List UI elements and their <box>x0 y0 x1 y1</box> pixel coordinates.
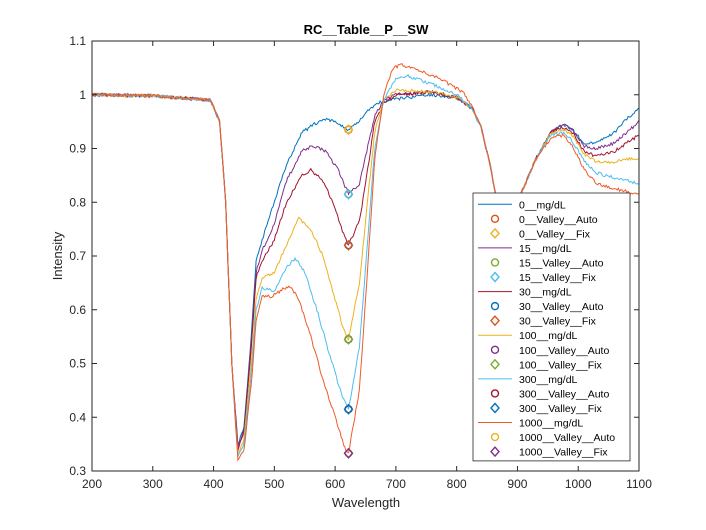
x-tick-label: 300 <box>143 477 163 491</box>
marker-100-valley-fix <box>343 333 354 345</box>
y-tick-label: 0.6 <box>69 303 86 317</box>
legend-label: 300__Valley__Auto <box>519 388 609 400</box>
legend-item-1000-valley-fix: 1000__Valley__Fix <box>490 446 608 459</box>
legend-item-15-valley-auto: 15__Valley__Auto <box>490 257 604 269</box>
legend-label: 15__Valley__Auto <box>519 257 604 269</box>
legend-label: 1000__Valley__Fix <box>519 447 608 459</box>
marker-15-valley-fix <box>343 188 354 200</box>
x-tick-label: 600 <box>325 477 345 491</box>
legend-swatch-circle <box>490 432 500 442</box>
legend-label: 30__mg/dL <box>519 287 572 299</box>
legend-item-300-valley-fix: 300__Valley__Fix <box>490 402 602 415</box>
y-tick-label: 0.3 <box>69 464 86 478</box>
tick-layer: 200 300 400 500 600 700 800 900 1000 1100 0.3 0.4 0.… <box>69 34 652 491</box>
chart-title: RC__Table__P__SW <box>304 22 429 37</box>
legend-label: 1000__mg/dL <box>519 418 583 430</box>
marker-0-valley-fix <box>343 124 354 136</box>
marker-layer <box>343 124 354 459</box>
x-tick-label: 200 <box>82 477 102 491</box>
legend-swatch-circle <box>490 258 500 267</box>
legend-label: 300__Valley__Fix <box>519 403 602 415</box>
legend-label: 100__Valley__Auto <box>519 345 609 357</box>
legend-label: 300__mg/dL <box>519 374 578 386</box>
y-tick-label: 0.8 <box>69 195 86 209</box>
x-tick-label: 800 <box>447 477 467 491</box>
x-tick-label: 700 <box>386 477 406 491</box>
legend-item-30-mg-dl: 30__mg/dL <box>478 287 572 299</box>
x-tick-label: 1000 <box>565 477 592 491</box>
marker-1000-valley-fix <box>343 447 354 459</box>
legend: 0__mg/dL 0__Valley__Auto 0__Valley__Fix 15_… <box>472 192 631 462</box>
legend-label: 0__Valley__Fix <box>519 228 591 240</box>
legend-label: 0__Valley__Auto <box>519 214 598 226</box>
legend-item-15-valley-fix: 15__Valley__Fix <box>490 271 597 284</box>
series-line-100-mg-dl <box>91 88 639 456</box>
marker-30-valley-fix <box>343 239 354 251</box>
legend-item-15-mg-dl: 15__mg/dL <box>478 243 572 255</box>
y-tick-label: 1.1 <box>69 34 86 48</box>
legend-swatch-diamond <box>490 446 500 458</box>
x-axis-label: Wavelength <box>332 495 400 510</box>
y-tick-label: 0.7 <box>69 249 86 263</box>
legend-item-1000-valley-auto: 1000__Valley__Auto <box>490 432 615 444</box>
x-tick-label: 900 <box>507 477 527 491</box>
legend-item-100-mg-dl: 100__mg/dL <box>478 330 578 342</box>
legend-item-0-mg-dl: 0__mg/dL <box>478 199 566 211</box>
legend-item-30-valley-auto: 30__Valley__Auto <box>490 301 604 313</box>
y-tick-label: 1 <box>79 88 86 102</box>
legend-swatch-diamond <box>490 315 500 327</box>
legend-label: 15__Valley__Fix <box>519 272 597 284</box>
legend-item-100-valley-fix: 100__Valley__Fix <box>490 358 602 371</box>
legend-label: 30__Valley__Auto <box>519 301 604 313</box>
series-layer <box>91 63 640 462</box>
legend-item-300-valley-auto: 300__Valley__Auto <box>490 388 609 400</box>
legend-swatch-diamond <box>490 271 500 283</box>
legend-swatch-diamond <box>490 358 500 370</box>
legend-label: 100__mg/dL <box>519 330 578 342</box>
legend-swatch-circle <box>490 214 500 224</box>
legend-label: 100__Valley__Fix <box>519 359 602 371</box>
legend-label: 1000__Valley__Auto <box>519 432 615 444</box>
y-tick-label: 0.4 <box>69 410 86 424</box>
series-line-300-mg-dl <box>91 73 640 457</box>
legend-label: 15__mg/dL <box>519 243 572 255</box>
marker-300-valley-fix <box>343 403 354 415</box>
legend-box <box>472 192 631 462</box>
legend-item-0-valley-auto: 0__Valley__Auto <box>490 214 598 226</box>
legend-label: 30__Valley__Fix <box>519 316 597 328</box>
legend-label: 0__mg/dL <box>519 199 566 211</box>
legend-item-1000-mg-dl: 1000__mg/dL <box>478 418 583 430</box>
legend-swatch-diamond <box>490 227 500 239</box>
y-axis-label: Intensity <box>50 231 65 280</box>
series-line-1000-mg-dl <box>91 63 640 462</box>
legend-swatch-circle <box>490 301 500 311</box>
x-tick-label: 500 <box>264 477 284 491</box>
y-tick-label: 0.5 <box>69 357 86 371</box>
x-tick-label: 400 <box>204 477 224 491</box>
legend-item-30-valley-fix: 30__Valley__Fix <box>490 315 597 328</box>
legend-item-100-valley-auto: 100__Valley__Auto <box>490 345 609 357</box>
legend-swatch-circle <box>490 345 500 354</box>
legend-item-300-mg-dl: 300__mg/dL <box>478 374 578 386</box>
y-tick-label: 0.9 <box>69 142 86 156</box>
legend-item-0-valley-fix: 0__Valley__Fix <box>490 227 591 240</box>
legend-swatch-circle <box>490 389 500 398</box>
x-tick-label: 1100 <box>626 477 652 491</box>
legend-swatch-diamond <box>490 402 500 414</box>
